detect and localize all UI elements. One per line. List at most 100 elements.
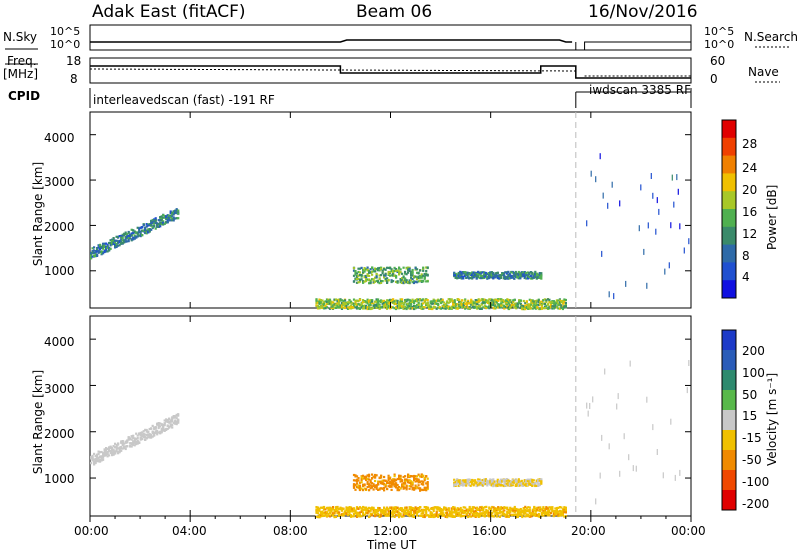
power-cell <box>619 200 621 207</box>
velocity-cell <box>507 509 510 512</box>
velocity-cell <box>532 479 535 482</box>
power-cell <box>488 302 491 305</box>
velocity-cell <box>500 506 503 509</box>
velocity-cell <box>108 454 111 457</box>
power-cell <box>166 221 169 224</box>
power-cell <box>389 267 392 270</box>
velocity-cell <box>512 507 515 510</box>
velocity-cell <box>444 508 447 511</box>
power-cell <box>410 279 413 282</box>
velocity-cell <box>440 509 443 513</box>
power-cell <box>548 298 551 301</box>
velocity-cell <box>479 506 482 509</box>
power-cell <box>530 307 533 310</box>
power-cell <box>111 239 114 242</box>
velocity-cell <box>127 437 130 441</box>
power-cell <box>464 307 467 310</box>
velocity-cell <box>115 448 118 451</box>
velocity-cell <box>459 513 462 516</box>
velocity-cell <box>407 479 410 482</box>
velocity-cell <box>175 423 178 426</box>
power-cell <box>369 307 372 311</box>
velocity-cell <box>399 476 402 479</box>
power-cell <box>546 303 549 306</box>
velocity-cell <box>365 475 368 478</box>
power-cb-tick-28: 28 <box>742 137 758 151</box>
velocity-cell <box>404 478 407 481</box>
power-cell <box>507 301 510 304</box>
power-cell <box>97 244 100 247</box>
velocity-cell <box>399 514 402 517</box>
power-cell <box>537 274 540 277</box>
power-cell <box>434 306 437 309</box>
velocity-cell <box>380 480 383 483</box>
power-cell <box>595 176 597 183</box>
power-cell <box>534 276 537 279</box>
power-cell <box>399 302 402 305</box>
power-cell <box>429 307 432 310</box>
power-cell <box>673 201 675 208</box>
power-cell <box>468 306 471 309</box>
velocity-cell <box>386 487 389 491</box>
velocity-cell <box>431 515 434 518</box>
velocity-ytick-1000: 1000 <box>44 472 75 486</box>
velocity-cell <box>327 514 330 517</box>
velocity-cell <box>368 515 371 519</box>
velocity-cell <box>425 506 428 509</box>
power-cell <box>386 299 389 302</box>
power-cell <box>432 306 435 309</box>
velocity-cell <box>420 475 423 478</box>
power-cell <box>389 271 392 274</box>
power-cell <box>422 307 425 310</box>
power-cell <box>339 306 342 309</box>
power-cell <box>532 273 535 276</box>
power-cell <box>561 302 564 305</box>
power-cell <box>368 274 371 277</box>
velocity-cell <box>399 487 402 490</box>
velocity-cell <box>360 481 363 484</box>
velocity-cell <box>476 512 479 515</box>
velocity-cell <box>96 455 99 458</box>
power-cell <box>357 307 360 310</box>
velocity-cell <box>498 483 501 486</box>
velocity-cell <box>522 507 525 510</box>
power-cell <box>538 274 541 277</box>
velocity-cell <box>616 403 618 410</box>
power-cell <box>336 300 339 303</box>
date-label: 16/Nov/2016 <box>588 2 698 22</box>
power-cell <box>368 271 371 274</box>
velocity-cell <box>419 514 422 517</box>
velocity-cell <box>130 435 133 438</box>
velocity-cell <box>384 514 387 517</box>
power-cell <box>381 300 384 303</box>
power-cell <box>461 302 464 306</box>
velocity-cell <box>169 423 172 426</box>
power-cell <box>477 307 480 310</box>
power-cell <box>478 276 481 280</box>
power-cell <box>554 302 557 305</box>
velocity-cell <box>151 430 154 433</box>
power-cell <box>515 304 518 307</box>
velocity-cell <box>560 514 563 517</box>
power-cell <box>325 302 329 305</box>
power-cell <box>564 301 567 305</box>
power-cell <box>384 300 387 304</box>
power-cell <box>521 306 524 309</box>
velocity-cell <box>331 512 335 515</box>
power-cell <box>387 306 390 309</box>
power-cell <box>380 306 383 309</box>
power-cell <box>358 298 362 301</box>
velocity-cell <box>175 417 178 420</box>
velocity-cell <box>506 513 509 516</box>
velocity-cell <box>546 511 549 514</box>
velocity-cell <box>531 480 534 483</box>
velocity-cell <box>399 507 402 510</box>
power-cell <box>422 280 425 283</box>
power-cell <box>497 299 500 302</box>
velocity-cell <box>542 511 545 514</box>
power-cell <box>357 267 360 270</box>
velocity-cell <box>414 506 417 509</box>
power-cell <box>401 272 404 275</box>
power-cell <box>494 304 497 307</box>
velocity-cell <box>360 515 363 518</box>
